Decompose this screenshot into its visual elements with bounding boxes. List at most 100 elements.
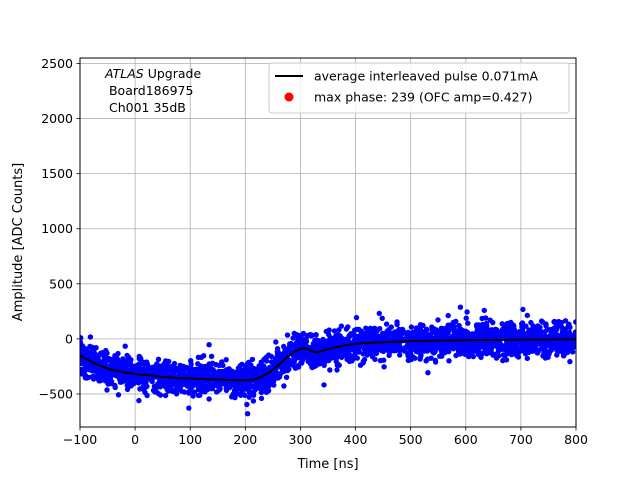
scatter-point: [522, 334, 528, 340]
scatter-point: [467, 345, 474, 351]
scatter-point: [169, 363, 175, 370]
scatter-point: [426, 346, 432, 352]
scatter-point: [136, 397, 142, 404]
scatter-point: [278, 351, 284, 358]
scatter-point: [463, 315, 469, 321]
scatter-point: [176, 369, 182, 375]
scatter-point: [83, 373, 89, 379]
scatter-point: [488, 333, 494, 339]
scatter-point: [140, 379, 146, 385]
scatter-point: [504, 332, 510, 338]
scatter-point: [147, 368, 154, 374]
scatter-point: [161, 379, 167, 385]
scatter-point: [417, 322, 424, 328]
scatter-point: [413, 325, 420, 331]
scatter-point: [535, 348, 541, 354]
annotation-rest: Upgrade: [144, 66, 202, 81]
scatter-point: [162, 392, 169, 399]
scatter-point: [529, 334, 536, 340]
scatter-point: [210, 360, 216, 366]
scatter-point: [86, 351, 92, 358]
scatter-point: [484, 322, 490, 329]
scatter-point: [281, 383, 287, 389]
scatter-point: [386, 352, 392, 359]
scatter-point: [295, 354, 301, 361]
scatter-point: [83, 366, 90, 372]
scatter-point: [80, 345, 85, 352]
scatter-point: [435, 317, 441, 323]
scatter-point: [197, 369, 203, 375]
scatter-point: [246, 394, 252, 400]
scatter-point: [475, 324, 482, 330]
scatter-point: [271, 360, 277, 367]
scatter-point: [369, 354, 376, 360]
scatter-point: [123, 361, 129, 368]
scatter-point: [214, 389, 220, 395]
scatter-point: [189, 366, 196, 372]
scatter-point: [535, 323, 541, 329]
scatter-point: [140, 384, 146, 390]
scatter-point: [127, 360, 134, 367]
scatter-point: [453, 352, 459, 359]
scatter-point: [245, 386, 252, 392]
scatter-point: [284, 332, 291, 338]
scatter-point: [405, 357, 411, 364]
scatter-point: [431, 341, 437, 347]
scatter-point: [490, 319, 496, 326]
scatter-point: [206, 367, 213, 373]
scatter-point: [500, 357, 506, 364]
scatter-point: [493, 331, 499, 338]
scatter-point: [300, 351, 307, 357]
scatter-point: [458, 350, 465, 357]
scatter-point: [290, 335, 296, 341]
scatter-point: [273, 339, 279, 345]
scatter-point: [540, 319, 546, 325]
scatter-point: [423, 326, 430, 332]
scatter-point: [520, 306, 526, 313]
scatter-point: [174, 381, 181, 388]
scatter-point: [223, 385, 229, 391]
scatter-point: [382, 347, 388, 353]
scatter-point: [244, 411, 251, 417]
scatter-point: [334, 348, 341, 355]
scatter-point: [377, 326, 383, 332]
scatter-point: [87, 334, 94, 340]
scatter-point: [446, 358, 452, 364]
scatter-point: [353, 336, 359, 342]
scatter-point: [239, 381, 246, 387]
scatter-point: [497, 342, 503, 348]
scatter-point: [188, 372, 194, 378]
y-tick-label: 1000: [41, 221, 73, 236]
scatter-point: [415, 347, 422, 353]
y-tick-label: −500: [39, 386, 73, 401]
y-tick-label: 2000: [41, 111, 73, 126]
scatter-point: [308, 360, 315, 366]
scatter-point: [186, 405, 192, 411]
scatter-point: [421, 343, 427, 349]
scatter-point: [213, 379, 219, 385]
scatter-point: [415, 341, 421, 347]
scatter-point: [549, 326, 555, 333]
scatter-point: [104, 387, 110, 393]
scatter-point: [229, 394, 235, 400]
scatter-point: [206, 383, 212, 389]
scatter-point: [523, 323, 529, 329]
x-tick-label: 200: [233, 432, 257, 447]
scatter-point: [91, 373, 97, 380]
scatter-point: [234, 369, 240, 375]
scatter-point: [99, 350, 106, 356]
scatter-point: [141, 360, 147, 367]
scatter-point: [514, 341, 520, 347]
scatter-point: [439, 353, 445, 359]
scatter-point: [345, 336, 351, 343]
scatter-point: [377, 357, 384, 364]
scatter-point: [266, 380, 272, 387]
x-axis-label: Time [ns]: [296, 457, 358, 472]
scatter-point: [543, 323, 549, 329]
scatter-point: [297, 336, 304, 342]
scatter-point: [290, 362, 296, 369]
scatter-point: [99, 372, 106, 378]
scatter-point: [494, 327, 500, 333]
scatter-point: [112, 382, 118, 389]
scatter-point: [468, 340, 475, 346]
